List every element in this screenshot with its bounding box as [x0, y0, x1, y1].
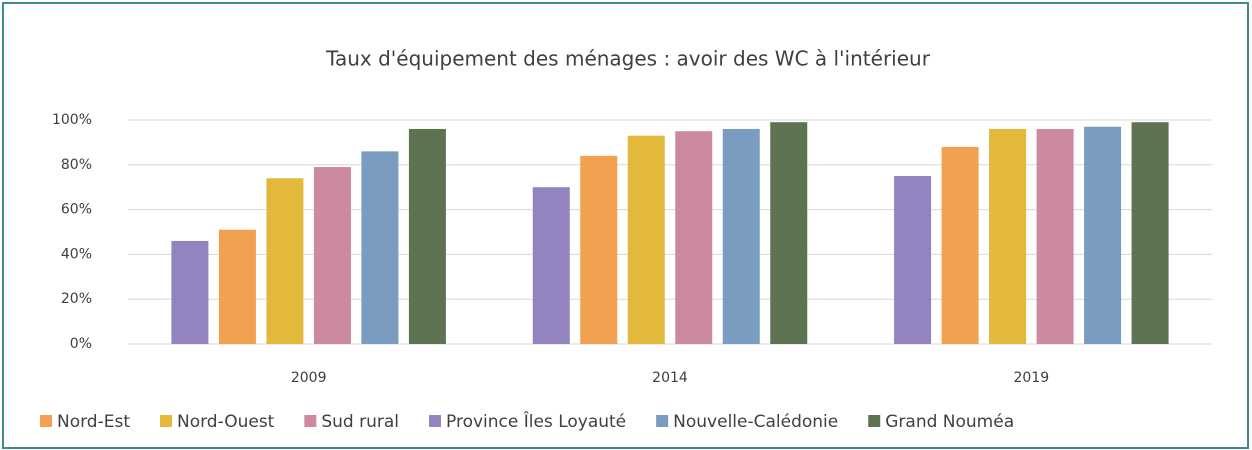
bar	[361, 151, 399, 344]
legend-label: Nord-Est	[57, 412, 130, 432]
legend-swatch	[429, 415, 441, 427]
bar	[722, 128, 760, 344]
bar	[532, 187, 570, 344]
legend-swatch	[656, 415, 669, 427]
bar	[266, 178, 304, 344]
y-tick-label: 60%	[61, 202, 92, 218]
legend-label: Sud rural	[321, 412, 399, 432]
bar	[1084, 126, 1122, 344]
legend-label: Nord-Ouest	[177, 412, 275, 432]
bar	[1131, 122, 1169, 345]
x-tick-label: 2014	[652, 370, 688, 386]
bar	[408, 128, 446, 344]
x-tick-label: 2009	[291, 370, 327, 386]
y-tick-label: 0%	[70, 336, 92, 352]
bar	[770, 122, 808, 345]
y-tick-label: 80%	[61, 157, 92, 173]
bar	[941, 146, 979, 344]
x-tick-label: 2019	[1014, 370, 1050, 386]
bar	[894, 176, 932, 344]
legend-label: Grand Nouméa	[885, 412, 1014, 432]
bar	[627, 135, 665, 344]
legend-swatch	[304, 415, 317, 427]
bar	[580, 155, 618, 344]
legend-swatch	[40, 415, 52, 427]
legend-label: Nouvelle-Calédonie	[673, 412, 838, 432]
y-tick-label: 20%	[61, 291, 92, 307]
bar	[218, 229, 256, 344]
bar	[313, 167, 351, 344]
bar	[675, 131, 713, 344]
bar	[1036, 128, 1074, 344]
legend-label: Province Îles Loyauté	[446, 410, 626, 432]
legend-swatch	[160, 415, 172, 427]
chart-title: Taux d'équipement des ménages : avoir de…	[325, 47, 931, 71]
legend-swatch	[868, 415, 881, 427]
bar	[171, 240, 209, 344]
y-tick-label: 40%	[61, 246, 92, 262]
y-tick-label: 100%	[52, 112, 92, 128]
bar	[989, 128, 1027, 344]
